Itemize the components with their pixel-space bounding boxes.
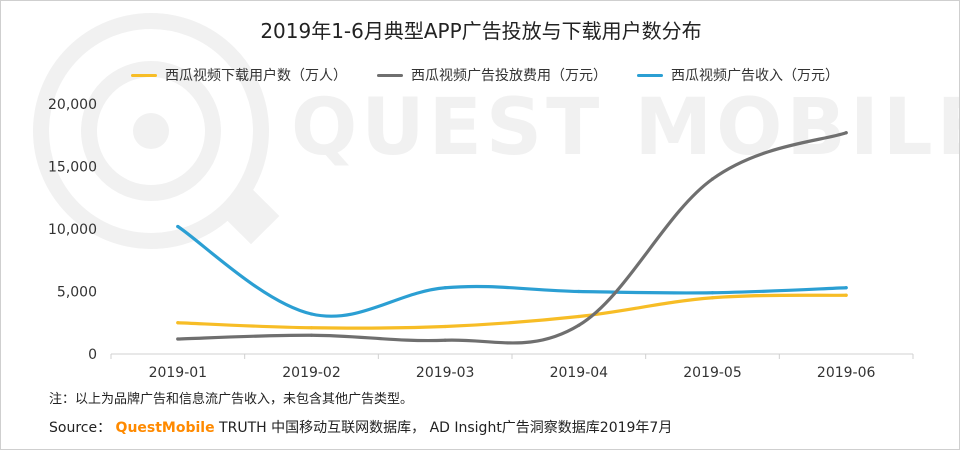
- legend-label-downloads: 西瓜视频下载用户数（万人）: [165, 68, 347, 84]
- legend-label-ad-revenue: 西瓜视频广告收入（万元）: [671, 68, 839, 84]
- data-point: [710, 177, 715, 181]
- x-tick-label: 2019-06: [817, 365, 876, 381]
- y-tick-label: 20,000: [48, 97, 97, 113]
- data-point: [309, 312, 314, 316]
- data-point: [710, 296, 715, 300]
- data-point: [443, 286, 447, 290]
- legend-swatch-ad-spend: [377, 73, 403, 77]
- source-prefix: Source：: [49, 420, 116, 436]
- y-tick-label: 5,000: [57, 285, 97, 301]
- data-point: [844, 286, 848, 290]
- data-point: [309, 326, 314, 330]
- x-tick-label: 2019-02: [282, 365, 341, 381]
- legend-item-downloads: 西瓜视频下载用户数（万人）: [131, 65, 347, 85]
- data-point: [577, 289, 581, 294]
- legend-swatch-downloads: [131, 73, 157, 77]
- legend-item-ad-revenue: 西瓜视频广告收入（万元）: [637, 65, 839, 85]
- footnote: 注：以上为品牌广告和信息流广告收入，未包含其他广告类型。: [49, 392, 414, 407]
- data-point: [710, 291, 715, 295]
- data-point: [443, 324, 447, 329]
- source-brand: QuestMobile: [115, 420, 215, 436]
- data-point: [577, 314, 581, 319]
- data-point: [844, 293, 848, 297]
- data-point: [443, 338, 447, 342]
- data-point: [309, 333, 314, 337]
- y-tick-label: 0: [88, 347, 97, 363]
- series-line-ad-revenue: [176, 224, 848, 318]
- y-tick-label: 15,000: [48, 160, 97, 176]
- y-tick-label: 10,000: [48, 222, 97, 238]
- series-line-downloads: [176, 293, 848, 330]
- source-rest: TRUTH 中国移动互联网数据库， AD Insight广告洞察数据库2019年…: [214, 420, 673, 436]
- source-line: Source： QuestMobile TRUTH 中国移动互联网数据库， AD…: [49, 417, 672, 437]
- data-point: [176, 224, 180, 229]
- data-point: [577, 323, 581, 327]
- data-point: [176, 321, 180, 325]
- x-tick-label: 2019-04: [550, 365, 609, 381]
- legend-swatch-ad-revenue: [637, 73, 663, 77]
- x-tick-label: 2019-05: [683, 365, 742, 381]
- x-tick-label: 2019-03: [416, 365, 475, 381]
- data-point: [176, 337, 180, 341]
- data-point: [844, 131, 848, 135]
- chart-title: 2019年1-6月典型APP广告投放与下载用户数分布: [260, 19, 702, 43]
- x-tick-label: 2019-01: [149, 365, 208, 381]
- series-line-ad-spend: [176, 131, 848, 345]
- legend-item-ad-spend: 西瓜视频广告投放费用（万元）: [377, 65, 607, 85]
- legend-label-ad-spend: 西瓜视频广告投放费用（万元）: [411, 68, 607, 84]
- legend: 西瓜视频下载用户数（万人） 西瓜视频广告投放费用（万元） 西瓜视频广告收入（万元…: [131, 65, 839, 85]
